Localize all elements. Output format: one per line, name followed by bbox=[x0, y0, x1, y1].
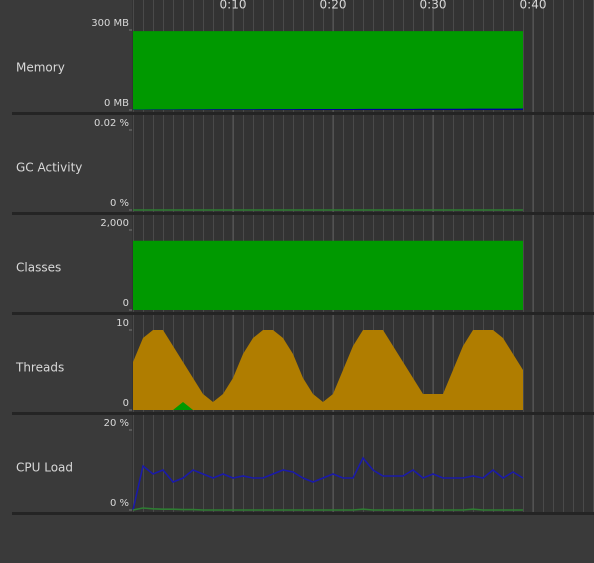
y-tick-label: 10 bbox=[116, 318, 129, 329]
y-tick-label: 2,000 bbox=[100, 218, 129, 229]
y-tick-label: 0 MB bbox=[104, 98, 129, 109]
panel-separator bbox=[12, 412, 594, 415]
panel-name: GC Activity bbox=[16, 161, 82, 175]
y-tick-label: 0 % bbox=[110, 198, 129, 209]
panel-separator bbox=[12, 312, 594, 315]
y-tick-label: 20 % bbox=[104, 418, 129, 429]
y-tick-label: 0.02 % bbox=[94, 118, 129, 129]
y-tick-label: 300 MB bbox=[91, 18, 129, 29]
line-series bbox=[132, 507, 523, 511]
panel-name: CPU Load bbox=[16, 461, 73, 475]
panel-separator bbox=[12, 512, 594, 515]
y-tick-label: 0 % bbox=[110, 498, 129, 509]
line-series bbox=[132, 456, 524, 511]
panel-name: Threads bbox=[15, 361, 64, 375]
area-series bbox=[133, 108, 523, 110]
area-series bbox=[133, 330, 523, 410]
time-label: 0:30 bbox=[420, 0, 447, 12]
panel-name: Memory bbox=[16, 61, 65, 75]
area-series bbox=[133, 240, 523, 310]
panel-name: Classes bbox=[16, 261, 61, 275]
time-label: 0:40 bbox=[520, 0, 547, 12]
time-label: 0:10 bbox=[220, 0, 247, 12]
y-tick-label: 0 bbox=[123, 298, 129, 309]
y-tick-label: 0 bbox=[123, 398, 129, 409]
panel-separator bbox=[12, 212, 594, 215]
panel-separator bbox=[12, 112, 594, 115]
time-label: 0:20 bbox=[320, 0, 347, 12]
area-series bbox=[133, 31, 523, 111]
